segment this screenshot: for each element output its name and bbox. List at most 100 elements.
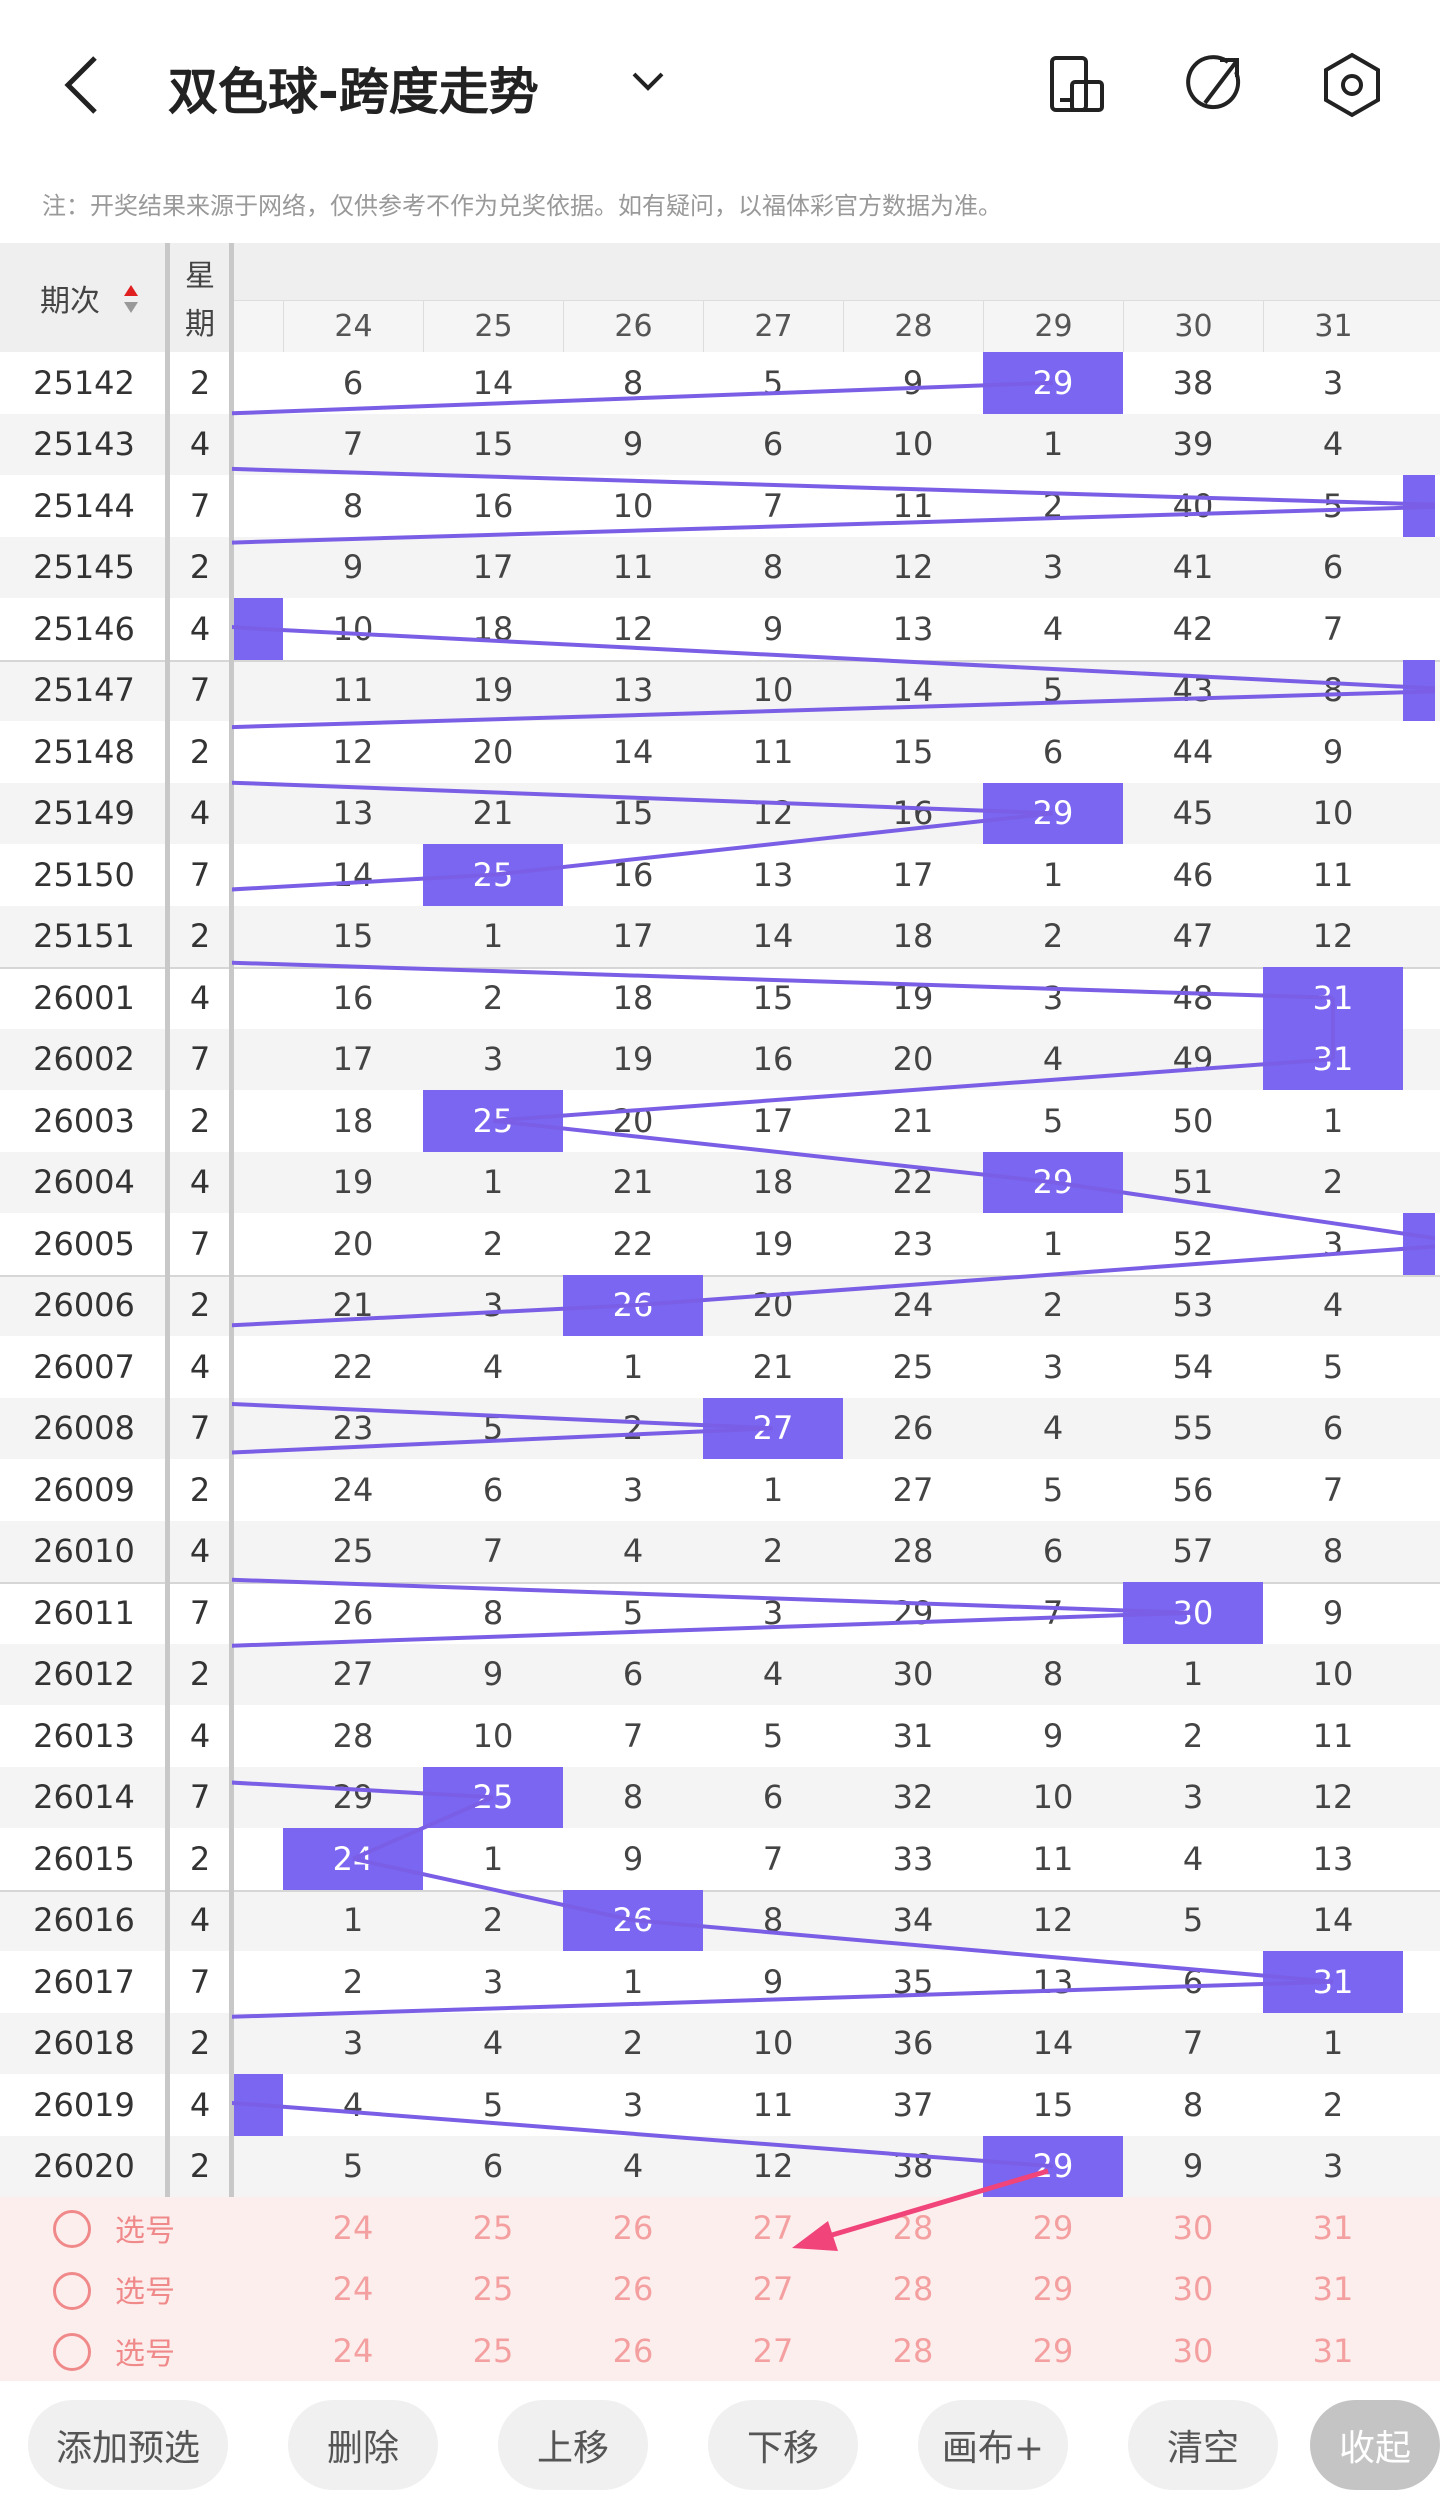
cell: 17 bbox=[472, 548, 514, 587]
button[interactable]: 收起 bbox=[1310, 2400, 1440, 2490]
cell: 11 bbox=[752, 2085, 794, 2124]
dropdown-icon[interactable] bbox=[632, 72, 664, 91]
cell: 21 bbox=[752, 1347, 794, 1386]
cell: 8 bbox=[1042, 1655, 1064, 1694]
cell: 1 bbox=[762, 1470, 784, 1509]
column-header: 25 bbox=[423, 300, 563, 352]
cell: 20 bbox=[892, 1040, 934, 1079]
back-icon[interactable] bbox=[64, 56, 97, 114]
select-number[interactable]: 26 bbox=[612, 2208, 654, 2247]
cell: 53 bbox=[1172, 1286, 1214, 1325]
select-number[interactable]: 31 bbox=[1312, 2208, 1354, 2247]
select-number[interactable]: 26 bbox=[612, 2270, 654, 2309]
cell: 6 bbox=[622, 1655, 644, 1694]
cell: 51 bbox=[1172, 1163, 1214, 1202]
select-number[interactable]: 29 bbox=[1032, 2208, 1074, 2247]
select-number[interactable]: 28 bbox=[892, 2331, 934, 2370]
cell: 5 bbox=[1322, 1347, 1344, 1386]
cell: 15 bbox=[332, 917, 374, 956]
select-radio[interactable] bbox=[53, 2271, 91, 2310]
select-number[interactable]: 24 bbox=[332, 2270, 374, 2309]
cell: 2 bbox=[1042, 486, 1064, 525]
column-header: 24 bbox=[283, 300, 423, 352]
period: 25146 bbox=[33, 609, 135, 648]
screen-icon[interactable] bbox=[1050, 56, 1104, 112]
divider bbox=[165, 243, 170, 2381]
cell: 5 bbox=[1182, 1901, 1204, 1940]
select-number[interactable]: 28 bbox=[892, 2208, 934, 2247]
cell: 10 bbox=[472, 1716, 514, 1755]
select-number[interactable]: 26 bbox=[612, 2331, 654, 2370]
weekday-header: 星期 bbox=[185, 258, 215, 342]
cell: 29 bbox=[332, 1778, 374, 1817]
sort-icon[interactable] bbox=[122, 283, 140, 315]
select-number[interactable]: 29 bbox=[1032, 2270, 1074, 2309]
select-number[interactable]: 24 bbox=[332, 2331, 374, 2370]
select-number[interactable]: 30 bbox=[1172, 2331, 1214, 2370]
cell: 26 bbox=[892, 1409, 934, 1448]
select-number[interactable]: 25 bbox=[472, 2331, 514, 2370]
cell: 6 bbox=[1322, 548, 1344, 587]
select-label: 选号 bbox=[115, 2213, 175, 2249]
select-number[interactable]: 28 bbox=[892, 2270, 934, 2309]
cell: 8 bbox=[1322, 671, 1344, 710]
cell: 6 bbox=[342, 363, 364, 402]
select-number[interactable]: 27 bbox=[752, 2208, 794, 2247]
cell: 6 bbox=[482, 2147, 504, 2186]
cell: 9 bbox=[1322, 732, 1344, 771]
select-number[interactable]: 27 bbox=[752, 2331, 794, 2370]
period: 25145 bbox=[33, 548, 135, 587]
cell: 11 bbox=[1312, 1716, 1354, 1755]
settings-icon[interactable] bbox=[1324, 52, 1380, 118]
select-number[interactable]: 31 bbox=[1312, 2270, 1354, 2309]
button[interactable]: 添加预选 bbox=[28, 2400, 228, 2490]
button[interactable]: 下移 bbox=[708, 2400, 858, 2490]
cell: 3 bbox=[1042, 1347, 1064, 1386]
weekday: 2 bbox=[189, 1101, 211, 1140]
select-number[interactable]: 31 bbox=[1312, 2331, 1354, 2370]
cell: 16 bbox=[472, 486, 514, 525]
cell: 12 bbox=[332, 732, 374, 771]
select-radio[interactable] bbox=[53, 2210, 91, 2248]
select-number[interactable]: 30 bbox=[1172, 2270, 1214, 2309]
row-bg bbox=[0, 1520, 1440, 1582]
select-number[interactable]: 24 bbox=[332, 2208, 374, 2247]
cell: 8 bbox=[762, 1901, 784, 1940]
cell: 43 bbox=[1172, 671, 1214, 710]
button[interactable]: 画布+ bbox=[918, 2400, 1068, 2490]
cell: 2 bbox=[1042, 917, 1064, 956]
select-number[interactable]: 25 bbox=[472, 2270, 514, 2309]
button[interactable]: 上移 bbox=[498, 2400, 648, 2490]
cell: 18 bbox=[612, 978, 654, 1017]
cell: 4 bbox=[342, 2085, 364, 2124]
select-number[interactable]: 29 bbox=[1032, 2331, 1074, 2370]
period: 26012 bbox=[33, 1655, 135, 1694]
button[interactable]: 删除 bbox=[288, 2400, 438, 2490]
cell: 14 bbox=[1312, 1901, 1354, 1940]
title: 双色球-跨度走势 bbox=[168, 63, 539, 121]
row-bg bbox=[0, 2012, 1440, 2074]
cell: 6 bbox=[762, 425, 784, 464]
share-icon[interactable] bbox=[1186, 55, 1241, 110]
cell: 29 bbox=[1032, 794, 1074, 833]
cell: 22 bbox=[892, 1163, 934, 1202]
row-bg bbox=[0, 536, 1440, 598]
cell: 13 bbox=[612, 671, 654, 710]
cell: 7 bbox=[622, 1716, 644, 1755]
select-radio[interactable] bbox=[53, 2333, 91, 2371]
cell: 4 bbox=[1322, 425, 1344, 464]
column-header: 28 bbox=[843, 300, 983, 352]
cell: 3 bbox=[482, 1286, 504, 1325]
select-number[interactable]: 25 bbox=[472, 2208, 514, 2247]
period: 26006 bbox=[33, 1286, 135, 1325]
cell: 16 bbox=[332, 978, 374, 1017]
cell: 9 bbox=[1322, 1593, 1344, 1632]
select-number[interactable]: 27 bbox=[752, 2270, 794, 2309]
period: 26009 bbox=[33, 1470, 135, 1509]
select-number[interactable]: 30 bbox=[1172, 2208, 1214, 2247]
cell: 9 bbox=[1182, 2147, 1204, 2186]
cell: 2 bbox=[1322, 2085, 1344, 2124]
cell: 8 bbox=[762, 548, 784, 587]
button[interactable]: 清空 bbox=[1128, 2400, 1278, 2490]
